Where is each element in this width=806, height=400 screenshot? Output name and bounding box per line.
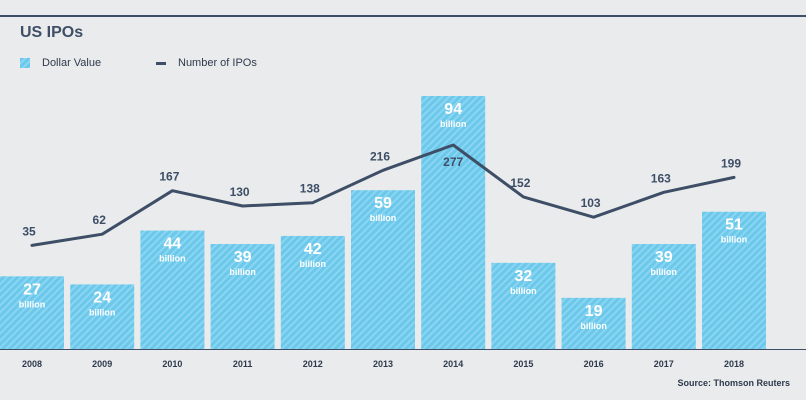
legend-line-label: Number of IPOs — [178, 57, 257, 69]
x-tick-2016: 2016 — [584, 359, 604, 369]
line-label-2008: 35 — [22, 224, 36, 238]
bar-value-2015: 32 — [515, 268, 533, 285]
bar-value-2011: 39 — [234, 249, 252, 266]
title-rule — [0, 15, 806, 17]
ipo-count-line — [30, 143, 736, 247]
bar-2011 — [210, 244, 275, 349]
bar-value-2009: 24 — [93, 289, 111, 306]
legend-bar-swatch — [20, 58, 30, 68]
line-label-2016: 103 — [581, 196, 601, 210]
bar-2016 — [561, 297, 626, 349]
legend-item-number-of-ipos: Number of IPOs — [156, 57, 257, 69]
bar-unit-2018: billion — [721, 235, 748, 245]
x-tick-2009: 2009 — [92, 359, 112, 369]
bar-2009 — [70, 284, 135, 349]
bar-unit-2012: billion — [300, 259, 327, 269]
bar-2008 — [0, 276, 64, 349]
x-tick-2013: 2013 — [373, 359, 393, 369]
source-note: Source: Thomson Reuters — [677, 378, 790, 388]
bar-2017 — [631, 244, 696, 349]
bar-unit-2011: billion — [229, 267, 256, 277]
x-tick-2017: 2017 — [654, 359, 674, 369]
line-label-2014: 277 — [443, 155, 463, 169]
line-label-2017: 163 — [651, 171, 671, 185]
bar-2014 — [421, 96, 486, 349]
bar-value-2017: 39 — [655, 249, 673, 266]
bar-value-2010: 44 — [164, 236, 182, 253]
bar-2018 — [702, 211, 766, 349]
bar-value-2018: 51 — [725, 217, 743, 234]
bar-value-2016: 19 — [585, 303, 603, 320]
bar-value-2014: 94 — [444, 101, 462, 118]
bar-unit-2009: billion — [89, 307, 116, 317]
legend-bar-label: Dollar Value — [42, 57, 102, 69]
x-tick-2018: 2018 — [724, 359, 744, 369]
bar-unit-2013: billion — [370, 213, 397, 223]
x-tick-2015: 2015 — [513, 359, 533, 369]
bar-unit-2016: billion — [580, 321, 607, 331]
bar-value-2012: 42 — [304, 241, 322, 258]
x-tick-2012: 2012 — [303, 359, 323, 369]
bar-value-2013: 59 — [374, 195, 392, 212]
line-label-2011: 130 — [230, 185, 250, 199]
line-label-2010: 167 — [159, 170, 179, 184]
x-tick-2008: 2008 — [22, 359, 42, 369]
bar-unit-2017: billion — [651, 267, 678, 277]
bar-2012 — [280, 235, 345, 349]
legend-line-swatch — [156, 61, 166, 65]
line-label-2009: 62 — [93, 213, 107, 227]
legend-item-dollar-value: Dollar Value — [20, 57, 101, 69]
bar-unit-2010: billion — [159, 254, 186, 264]
bar-2015 — [491, 262, 556, 349]
line-label-2015: 152 — [510, 176, 530, 190]
line-label-2012: 138 — [300, 182, 320, 196]
chart-title: US IPOs — [20, 24, 84, 41]
bar-value-2008: 27 — [23, 281, 41, 298]
x-tick-2011: 2011 — [233, 359, 253, 369]
bar-unit-2015: billion — [510, 286, 537, 296]
line-label-2013: 216 — [370, 149, 390, 163]
line-label-2018: 199 — [721, 156, 741, 170]
x-tick-2014: 2014 — [443, 359, 463, 369]
bar-2010 — [140, 230, 205, 349]
bar-2013 — [351, 190, 415, 349]
x-tick-2010: 2010 — [162, 359, 182, 369]
bar-unit-2008: billion — [19, 299, 46, 309]
bar-unit-2014: billion — [440, 119, 467, 129]
